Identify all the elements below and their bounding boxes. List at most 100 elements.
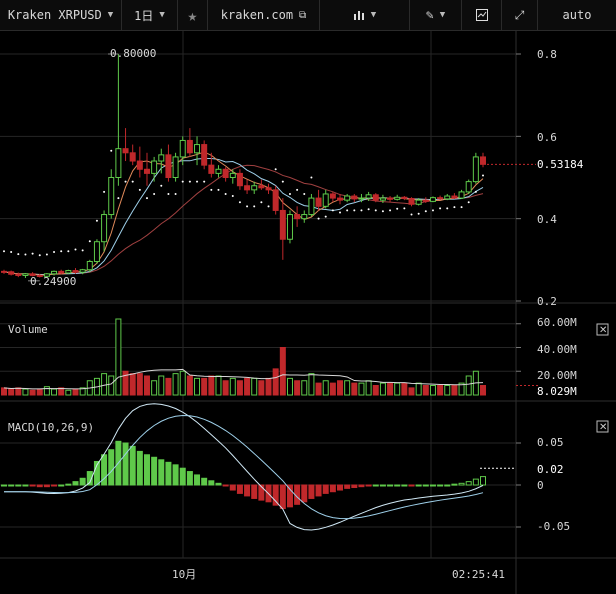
current-macd-label: 0.02 bbox=[537, 463, 564, 476]
volume-pane bbox=[1, 318, 486, 396]
macd-histogram-bar bbox=[229, 484, 236, 491]
sar-dot bbox=[460, 206, 463, 209]
auto-button[interactable]: auto bbox=[538, 0, 616, 30]
candle-body bbox=[65, 270, 72, 274]
candle-body bbox=[208, 164, 215, 174]
volume-bar bbox=[458, 382, 465, 396]
volume-bar bbox=[194, 377, 201, 396]
volume-bar bbox=[22, 388, 29, 396]
sar-dot bbox=[474, 190, 477, 193]
macd-histogram-bar bbox=[329, 484, 336, 493]
candle-body bbox=[86, 260, 93, 271]
candle-body bbox=[422, 199, 429, 202]
sar-dot bbox=[117, 197, 120, 200]
volume-bar bbox=[480, 385, 486, 396]
sar-dot bbox=[281, 180, 284, 183]
toolbar: Kraken XRPUSD ▼ 1日 ▼ ★ kraken.com ⧉ ▼ ✎ … bbox=[0, 0, 616, 31]
chevron-down-icon: ▼ bbox=[107, 10, 114, 20]
sar-dot bbox=[396, 207, 399, 210]
symbol-selector[interactable]: Kraken XRPUSD ▼ bbox=[0, 0, 122, 30]
signal-line bbox=[4, 414, 484, 520]
candle-body bbox=[272, 189, 279, 211]
high-price-label: 0.80000 bbox=[110, 47, 156, 60]
volume-bar bbox=[429, 385, 436, 396]
macd-histogram-bar bbox=[465, 481, 472, 486]
volume-bar bbox=[294, 380, 301, 396]
candle-body bbox=[329, 193, 336, 199]
interval-selector[interactable]: 1日 ▼ bbox=[122, 0, 178, 30]
time-axis-month-label: 10月 bbox=[172, 568, 196, 581]
fullscreen-button[interactable]: ⤢ bbox=[502, 0, 538, 30]
indicators-button[interactable]: ▼ bbox=[320, 0, 410, 30]
macd-histogram-bar bbox=[394, 484, 401, 487]
sar-dot bbox=[353, 209, 356, 212]
indicator-panel-button[interactable] bbox=[462, 0, 502, 30]
macd-histogram-bar bbox=[151, 456, 158, 486]
sar-dot bbox=[303, 192, 306, 195]
macd-pane-close-button[interactable]: ✕ bbox=[596, 420, 609, 433]
macd-histogram-bar bbox=[129, 445, 136, 486]
macd-histogram-bar bbox=[122, 442, 129, 486]
macd-histogram-bar bbox=[408, 484, 415, 487]
volume-bar bbox=[315, 382, 322, 396]
moving-average-fast-line bbox=[3, 151, 484, 276]
macd-histogram-bar bbox=[15, 484, 22, 487]
current-price-label: 0.53184 bbox=[537, 158, 584, 171]
volume-bar bbox=[43, 386, 50, 396]
low-price-label: 0.24900 bbox=[30, 275, 76, 288]
sar-dot bbox=[81, 249, 84, 252]
macd-histogram-bar bbox=[215, 482, 222, 486]
sar-dot bbox=[174, 192, 177, 195]
volume-bar bbox=[358, 382, 365, 396]
candle-body bbox=[408, 197, 415, 205]
sar-dot bbox=[88, 240, 91, 243]
candle-body bbox=[337, 197, 344, 201]
interval-label: 1日 bbox=[134, 8, 154, 23]
sar-dot bbox=[346, 209, 349, 212]
volume-bar bbox=[29, 389, 36, 396]
star-icon[interactable]: ★ bbox=[178, 0, 208, 30]
auto-label: auto bbox=[562, 8, 592, 22]
time-axis-current-time: 02:25:41 bbox=[452, 568, 505, 581]
volume-pane-close-button[interactable]: ✕ bbox=[596, 323, 609, 336]
volume-bar bbox=[65, 389, 72, 396]
macd-histogram-bar bbox=[286, 484, 293, 508]
volume-bar bbox=[179, 370, 186, 396]
macd-histogram-bar bbox=[322, 484, 329, 494]
macd-histogram-bar bbox=[308, 484, 315, 499]
volume-pane-title: Volume bbox=[8, 323, 48, 336]
drawing-tools-button[interactable]: ✎ ▼ bbox=[410, 0, 462, 30]
macd-histogram-bar bbox=[472, 478, 479, 486]
volume-bar bbox=[108, 375, 115, 396]
symbol-label: Kraken XRPUSD bbox=[7, 8, 102, 22]
sar-dot bbox=[31, 252, 34, 255]
macd-pane-title: MACD(10,26,9) bbox=[8, 421, 94, 434]
macd-histogram-bar bbox=[258, 484, 265, 501]
sar-dot bbox=[167, 192, 170, 195]
macd-histogram-bar bbox=[158, 459, 165, 486]
volume-bar bbox=[379, 382, 386, 396]
volume-bar bbox=[58, 387, 65, 396]
volume-bar bbox=[408, 387, 415, 396]
sar-dot bbox=[288, 192, 291, 195]
candle-body bbox=[351, 195, 358, 200]
volume-tick-label: 20.00M bbox=[537, 369, 577, 382]
chart-canvas[interactable]: 0.8 0.6 0.4 0.2 0.53184 0.80000 0.24900 … bbox=[0, 31, 616, 594]
sar-dot bbox=[60, 250, 63, 253]
domain-link[interactable]: kraken.com ⧉ bbox=[208, 0, 320, 30]
volume-bar bbox=[72, 388, 79, 396]
macd-pane bbox=[1, 403, 486, 531]
sar-dot bbox=[217, 188, 220, 191]
candle-body bbox=[387, 197, 394, 200]
macd-histogram-bar bbox=[429, 484, 436, 487]
candle-body bbox=[472, 156, 479, 183]
macd-tick-label: 0.05 bbox=[537, 436, 564, 449]
sar-dot bbox=[317, 217, 320, 220]
macd-histogram-bar bbox=[458, 482, 465, 486]
sar-dot bbox=[374, 209, 377, 212]
sar-dot bbox=[296, 188, 299, 191]
panel-icon bbox=[475, 9, 488, 21]
volume-bar bbox=[279, 347, 286, 396]
macd-histogram-bar bbox=[143, 454, 150, 486]
sar-dot bbox=[224, 192, 227, 195]
